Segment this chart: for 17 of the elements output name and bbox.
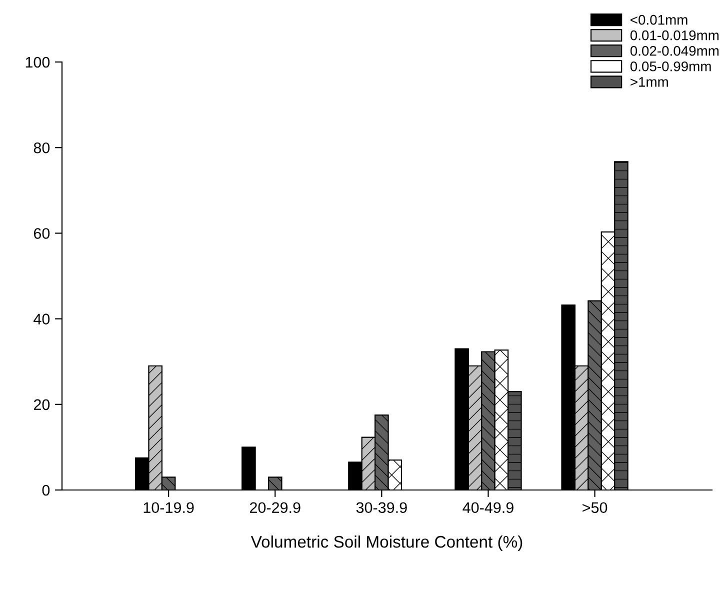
y-tick-label: 100	[26, 56, 50, 68]
y-tick-label: 0	[42, 484, 50, 496]
x-axis-title: Volumetric Soil Moisture Content (%)	[250, 535, 522, 552]
legend-label: <0.01mm	[630, 14, 688, 25]
x-tick-label: >50	[582, 502, 608, 514]
y-tick-label: 80	[34, 142, 50, 154]
y-tick-label: 40	[34, 314, 50, 324]
x-tick-label: 20-29.9	[250, 502, 300, 514]
y-tick-label: 20	[34, 399, 50, 410]
legend-label: 0.01-0.019mm	[630, 30, 719, 40]
x-tick-label: 30-39.9	[356, 502, 407, 514]
x-tick-label: 40-49.9	[462, 502, 514, 514]
x-tick-label: 10-19.9	[144, 502, 194, 514]
legend-label: 0.02-0.049mm	[630, 46, 719, 56]
y-tick-label: 60	[34, 228, 50, 239]
legend-label: >1mm	[630, 77, 668, 87]
legend-label: 0.05-0.99mm	[630, 61, 711, 72]
